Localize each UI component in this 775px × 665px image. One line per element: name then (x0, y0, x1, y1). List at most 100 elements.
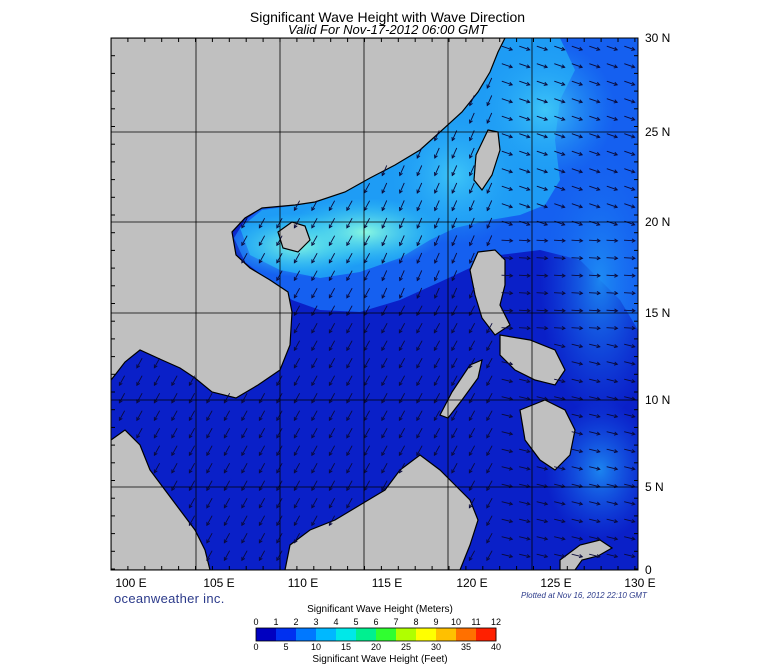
wave-arrow-head (508, 221, 514, 226)
wave-arrow-head (398, 434, 403, 439)
wave-arrow (241, 252, 248, 264)
wave-arrow (519, 553, 530, 558)
wave-arrow (293, 357, 301, 369)
wave-arrow (451, 147, 458, 159)
wave-arrow-head (328, 381, 333, 387)
wave-arrow (536, 501, 548, 505)
wave-arrow (399, 165, 405, 176)
wave-arrow (363, 270, 371, 281)
wave-arrow-head (276, 224, 281, 229)
wave-arrow-head (328, 451, 333, 457)
wave-arrow-head (416, 294, 421, 299)
wave-arrow (416, 287, 423, 299)
wave-arrow (346, 445, 353, 456)
wave-arrow-head (596, 134, 601, 139)
lat-label-5n: 5 N (645, 480, 664, 494)
wave-arrow (519, 483, 530, 488)
wave-arrow-head (468, 434, 473, 439)
wave-arrow (606, 431, 618, 435)
wave-arrow-head (223, 539, 228, 544)
wave-arrow-head (276, 521, 281, 527)
wave-arrow (328, 445, 336, 456)
wave-arrow-head (468, 486, 473, 492)
wave-arrow (328, 410, 336, 421)
wave-arrow (346, 287, 353, 299)
wave-arrow (554, 80, 565, 86)
wave-arrow (328, 305, 336, 316)
wave-arrow (451, 165, 458, 176)
wave-arrow (486, 200, 493, 211)
wave-arrow (554, 98, 565, 103)
wave-arrow-head (188, 486, 193, 492)
legend-meters-tick: 11 (471, 617, 481, 627)
wave-arrow-head (544, 291, 549, 296)
wave-arrow-head (631, 204, 636, 209)
wave-arrow-head (508, 186, 514, 191)
wave-arrow (241, 235, 248, 246)
wave-arrow-head (486, 119, 491, 124)
wave-arrow (346, 392, 353, 404)
wave-arrow (571, 185, 583, 191)
wave-arrow-head (561, 326, 566, 331)
wave-arrow-head (433, 329, 438, 334)
legend-color-swatch (456, 628, 477, 641)
wave-arrow-head (451, 364, 456, 369)
wave-arrow (276, 375, 283, 386)
wave-arrow-head (596, 204, 601, 209)
legend-meters-tick: 1 (273, 617, 279, 627)
wave-arrow-head (578, 151, 584, 156)
wave-arrow (311, 252, 318, 264)
wave-arrow-head (276, 434, 281, 439)
wave-arrow-head (188, 451, 193, 457)
legend-feet-tick: 20 (370, 642, 381, 652)
wave-arrow (293, 515, 301, 526)
wave-arrow-head (276, 486, 281, 492)
wave-arrow (606, 185, 618, 191)
wave-arrow (501, 274, 513, 277)
wave-arrow-head (509, 256, 514, 261)
legend-feet-tick: 0 (253, 642, 259, 652)
legend-color-swatch (376, 628, 397, 641)
wave-arrow (241, 550, 248, 561)
wave-arrow (328, 357, 336, 369)
wave-arrow (571, 292, 583, 294)
wave-arrow (451, 287, 458, 299)
wave-arrow (451, 200, 458, 211)
wave-arrow-head (543, 99, 549, 104)
wave-arrow (206, 480, 213, 491)
wave-arrow-head (258, 504, 263, 509)
wave-arrow (276, 252, 283, 264)
wave-arrow (433, 392, 441, 404)
wave-arrow (416, 235, 423, 246)
wave-arrow (589, 448, 600, 453)
wave-arrow-head (526, 379, 531, 384)
wave-arrow (571, 274, 583, 277)
wave-arrow-head (543, 116, 549, 121)
wave-arrow-head (381, 451, 386, 457)
legend-meters-tick: 5 (353, 617, 359, 627)
wave-arrow (624, 466, 635, 470)
legend-color-swatch (356, 628, 377, 641)
wave-arrow (501, 553, 513, 558)
wave-arrow-head (206, 434, 211, 439)
wave-arrow (399, 235, 405, 246)
wave-arrow (363, 305, 371, 316)
wave-arrow (311, 462, 318, 474)
wave-arrow (624, 501, 635, 505)
legend-color-bar (255, 627, 497, 642)
wave-arrow (624, 448, 635, 453)
wave-arrow (399, 252, 405, 264)
wave-arrow (624, 396, 635, 400)
lon-label-125e: 125 E (540, 576, 572, 590)
wave-arrow-head (578, 554, 584, 559)
wave-arrow-head (543, 554, 549, 559)
wave-arrow-head (451, 241, 456, 247)
wave-arrow (276, 550, 283, 561)
wave-arrow-head (526, 116, 531, 121)
wave-arrow-head (399, 224, 403, 229)
wave-arrow (589, 553, 600, 558)
wave-arrow-head (416, 259, 421, 264)
wave-arrow-head (596, 291, 601, 296)
wave-arrow (536, 80, 548, 86)
wave-arrow (519, 185, 530, 191)
